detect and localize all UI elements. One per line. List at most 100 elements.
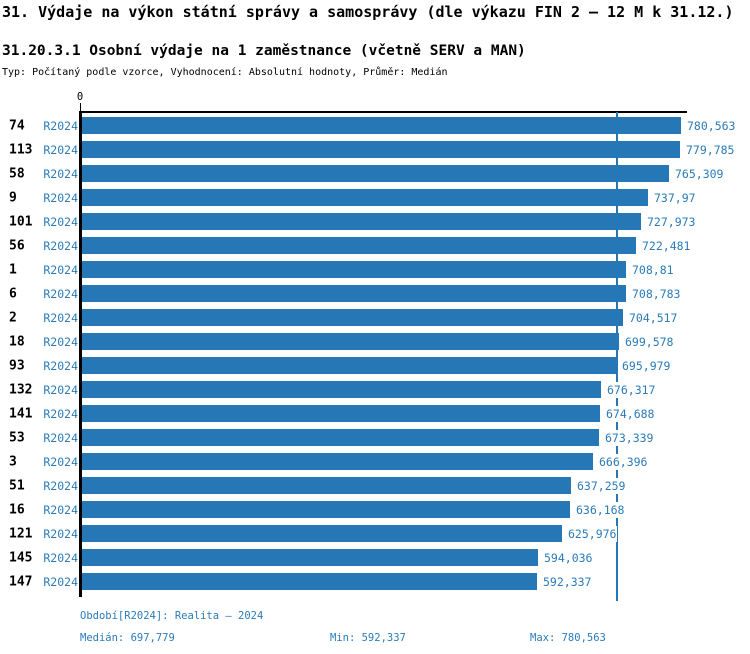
value-bar [82, 189, 648, 206]
value-bar [82, 573, 537, 590]
row-id-label: 132 [9, 382, 33, 398]
row-id-label: 93 [9, 358, 25, 374]
value-bar [82, 141, 680, 158]
chart-row: 2 R2024 704,517 [0, 306, 750, 330]
chart-row: 113 R2024 779,785 [0, 138, 750, 162]
chart-row: 1 R2024 708,81 [0, 258, 750, 282]
row-value-label: 779,785 [685, 142, 736, 158]
row-value-label: 673,339 [604, 430, 655, 446]
row-id-label: 53 [9, 430, 25, 446]
row-id-label: 1 [9, 262, 17, 278]
footer-min-stat: Min: 592,337 [330, 632, 406, 644]
row-value-label: 699,578 [624, 334, 675, 350]
row-id-label: 101 [9, 214, 33, 230]
page-title: 31. Výdaje na výkon státní správy a samo… [2, 3, 734, 21]
row-period-label: R2024 [43, 263, 78, 277]
row-period-label: R2024 [43, 215, 78, 229]
row-period-label: R2024 [43, 287, 78, 301]
value-bar [82, 381, 601, 398]
chart-row: 74 R2024 780,563 [0, 114, 750, 138]
footer-period-info: Období[R2024]: Realita – 2024 [80, 610, 264, 622]
row-period-label: R2024 [43, 479, 78, 493]
value-bar [82, 213, 641, 230]
chart-row: 9 R2024 737,97 [0, 186, 750, 210]
value-bar [82, 333, 619, 350]
value-bar [82, 501, 570, 518]
row-period-label: R2024 [43, 167, 78, 181]
chart-subtitle: 31.20.3.1 Osobní výdaje na 1 zaměstnance… [2, 43, 526, 59]
chart-row: 18 R2024 699,578 [0, 330, 750, 354]
row-period-label: R2024 [43, 503, 78, 517]
row-id-label: 6 [9, 286, 17, 302]
value-bar [82, 261, 626, 278]
chart-row: 141 R2024 674,688 [0, 402, 750, 426]
row-period-label: R2024 [43, 143, 78, 157]
value-bar [82, 237, 636, 254]
x-axis-zero-label: 0 [76, 91, 84, 103]
value-bar [82, 429, 599, 446]
chart-row: 53 R2024 673,339 [0, 426, 750, 450]
row-id-label: 147 [9, 574, 33, 590]
row-value-label: 695,979 [621, 358, 672, 374]
value-bar [82, 525, 562, 542]
footer-median-stat: Medián: 697,779 [80, 632, 175, 644]
row-value-label: 780,563 [686, 118, 737, 134]
row-value-label: 674,688 [605, 406, 656, 422]
row-id-label: 56 [9, 238, 25, 254]
value-bar [82, 453, 593, 470]
row-id-label: 16 [9, 502, 25, 518]
row-value-label: 637,259 [576, 478, 627, 494]
value-bar [82, 549, 538, 566]
value-bar [82, 309, 623, 326]
row-period-label: R2024 [43, 191, 78, 205]
chart-row: 93 R2024 695,979 [0, 354, 750, 378]
value-bar [82, 357, 616, 374]
row-id-label: 121 [9, 526, 33, 542]
row-value-label: 765,309 [674, 166, 725, 182]
chart-row: 147 R2024 592,337 [0, 570, 750, 594]
row-period-label: R2024 [43, 359, 78, 373]
row-period-label: R2024 [43, 311, 78, 325]
row-value-label: 676,317 [606, 382, 657, 398]
row-period-label: R2024 [43, 575, 78, 589]
row-period-label: R2024 [43, 407, 78, 421]
y-axis-line [79, 111, 82, 597]
value-bar [82, 165, 669, 182]
value-bar [82, 405, 600, 422]
row-id-label: 9 [9, 190, 17, 206]
chart-row: 132 R2024 676,317 [0, 378, 750, 402]
chart-row: 3 R2024 666,396 [0, 450, 750, 474]
row-period-label: R2024 [43, 527, 78, 541]
row-period-label: R2024 [43, 383, 78, 397]
row-id-label: 141 [9, 406, 33, 422]
row-value-label: 737,97 [653, 190, 697, 206]
chart-row: 51 R2024 637,259 [0, 474, 750, 498]
row-id-label: 51 [9, 478, 25, 494]
median-line [616, 112, 618, 601]
row-value-label: 708,783 [631, 286, 682, 302]
row-id-label: 145 [9, 550, 33, 566]
footer-max-stat: Max: 780,563 [530, 632, 606, 644]
x-axis-zero-tick [80, 103, 81, 112]
row-period-label: R2024 [43, 551, 78, 565]
chart-row: 121 R2024 625,976 [0, 522, 750, 546]
row-period-label: R2024 [43, 455, 78, 469]
row-id-label: 58 [9, 166, 25, 182]
row-id-label: 3 [9, 454, 17, 470]
chart-row: 16 R2024 636,168 [0, 498, 750, 522]
chart-meta: Typ: Počítaný podle vzorce, Vyhodnocení:… [2, 67, 448, 78]
row-value-label: 625,976 [567, 526, 618, 542]
row-period-label: R2024 [43, 119, 78, 133]
chart-row: 101 R2024 727,973 [0, 210, 750, 234]
row-id-label: 18 [9, 334, 25, 350]
chart-row: 145 R2024 594,036 [0, 546, 750, 570]
chart-row: 58 R2024 765,309 [0, 162, 750, 186]
row-value-label: 666,396 [598, 454, 649, 470]
x-axis-line [79, 111, 687, 113]
row-period-label: R2024 [43, 335, 78, 349]
row-value-label: 592,337 [542, 574, 593, 590]
row-period-label: R2024 [43, 431, 78, 445]
row-value-label: 636,168 [575, 502, 626, 518]
row-value-label: 708,81 [631, 262, 675, 278]
row-period-label: R2024 [43, 239, 78, 253]
